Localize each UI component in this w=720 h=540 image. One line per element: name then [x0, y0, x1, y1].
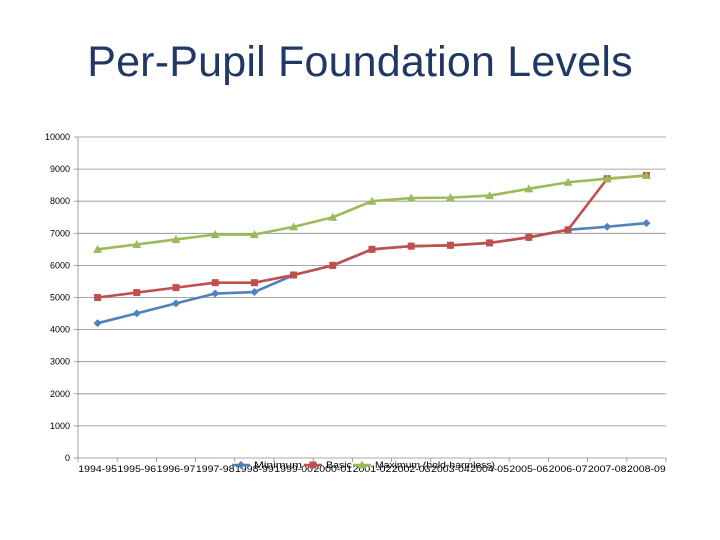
data-point-basic — [486, 239, 494, 247]
y-tick-label: 2000 — [50, 389, 70, 399]
data-point-basic — [446, 241, 454, 249]
x-tick-labels: 1994-95 1995-96 1996-97 1997-98 1998-99 1999-… — [78, 464, 666, 474]
series-maximum — [93, 171, 651, 253]
data-point-maximum — [93, 244, 103, 253]
series-line-maximum — [97, 174, 647, 251]
chart-axes: 0 1000 2000 3000 4000 5000 6000 7000 8000 9000 100… — [45, 132, 667, 463]
legend-marker-maximum — [357, 460, 367, 469]
y-tick-label: 5000 — [50, 293, 70, 303]
data-point-maximum — [132, 239, 142, 248]
x-tick-label: 2004-05 — [470, 464, 509, 474]
data-point-basic — [211, 279, 219, 287]
data-point-maximum — [445, 193, 455, 202]
x-tick-label: 2001-02 — [353, 464, 392, 474]
data-point-maximum — [524, 184, 534, 193]
legend-marker-minimum — [237, 461, 245, 469]
series-basic — [94, 172, 650, 301]
legend-label-minimum: Minimum — [254, 460, 302, 470]
data-point-basic — [525, 233, 533, 241]
chart-series — [93, 171, 651, 328]
y-tick-label: 8000 — [50, 196, 70, 206]
data-point-basic — [290, 271, 298, 279]
slide-title: Per-Pupil Foundation Levels — [87, 38, 633, 86]
data-point-basic — [250, 279, 258, 287]
data-point-minimum — [642, 219, 651, 228]
data-point-maximum — [406, 193, 416, 202]
y-tick-label: 6000 — [50, 260, 70, 270]
y-tick-label: 10000 — [45, 132, 70, 142]
data-point-basic — [133, 289, 141, 297]
y-tick-label: 3000 — [50, 357, 70, 367]
data-point-maximum — [367, 196, 377, 205]
x-tick-label: 1997-98 — [196, 464, 235, 474]
data-point-basic — [368, 245, 376, 253]
data-point-maximum — [328, 212, 338, 221]
x-tick-label: 2006-07 — [549, 464, 588, 474]
series-minimum — [93, 219, 651, 328]
data-point-maximum — [485, 191, 495, 200]
legend-item-maximum: Maximum (hold-harmless) — [353, 460, 495, 470]
data-point-maximum — [602, 174, 612, 183]
y-tick-label: 9000 — [50, 164, 70, 174]
data-point-minimum — [603, 222, 612, 231]
data-point-basic — [172, 284, 180, 292]
legend-item-basic: Basic — [304, 460, 353, 470]
data-point-maximum — [171, 234, 181, 243]
x-tick-label: 2000-01 — [313, 464, 352, 474]
data-point-basic — [94, 294, 102, 301]
data-point-maximum — [289, 222, 299, 231]
x-tick-label: 1998-99 — [235, 464, 274, 474]
y-tick-label: 4000 — [50, 325, 70, 335]
data-point-minimum — [211, 289, 220, 298]
chart-legend: Minimum Basic Maximum (hold-harmless) — [232, 460, 495, 470]
x-tick-label: 2002-03 — [392, 464, 431, 474]
data-point-minimum — [132, 309, 141, 318]
x-tick-label: 2008-09 — [627, 464, 666, 474]
legend-item-minimum: Minimum — [232, 460, 302, 470]
x-tick-label: 1999-00 — [274, 464, 313, 474]
legend-marker-basic — [309, 461, 317, 469]
data-point-basic — [329, 261, 337, 269]
x-tick-label: 1994-95 — [78, 464, 117, 474]
data-point-basic — [407, 242, 415, 250]
y-tick-label: 7000 — [50, 228, 70, 238]
x-tick-label: 2007-08 — [588, 464, 627, 474]
data-point-minimum — [172, 299, 180, 308]
x-tick-label: 2003-04 — [431, 464, 470, 474]
series-line-basic — [97, 174, 647, 299]
data-point-basic — [564, 226, 572, 234]
x-tick-label: 1995-96 — [117, 464, 156, 474]
data-point-maximum — [563, 177, 573, 186]
y-tick-label: 1000 — [50, 421, 70, 431]
x-tick-label: 2005-06 — [509, 464, 548, 474]
legend-label-basic: Basic — [326, 460, 353, 470]
x-tick-label: 1996-97 — [157, 464, 196, 474]
data-point-minimum — [250, 288, 259, 297]
data-point-minimum — [93, 319, 102, 328]
data-point-maximum — [249, 230, 259, 239]
data-point-maximum — [641, 171, 651, 180]
y-tick-label: 0 — [65, 453, 70, 463]
legend-label-maximum: Maximum (hold-harmless) — [375, 460, 495, 470]
data-point-maximum — [210, 230, 220, 239]
